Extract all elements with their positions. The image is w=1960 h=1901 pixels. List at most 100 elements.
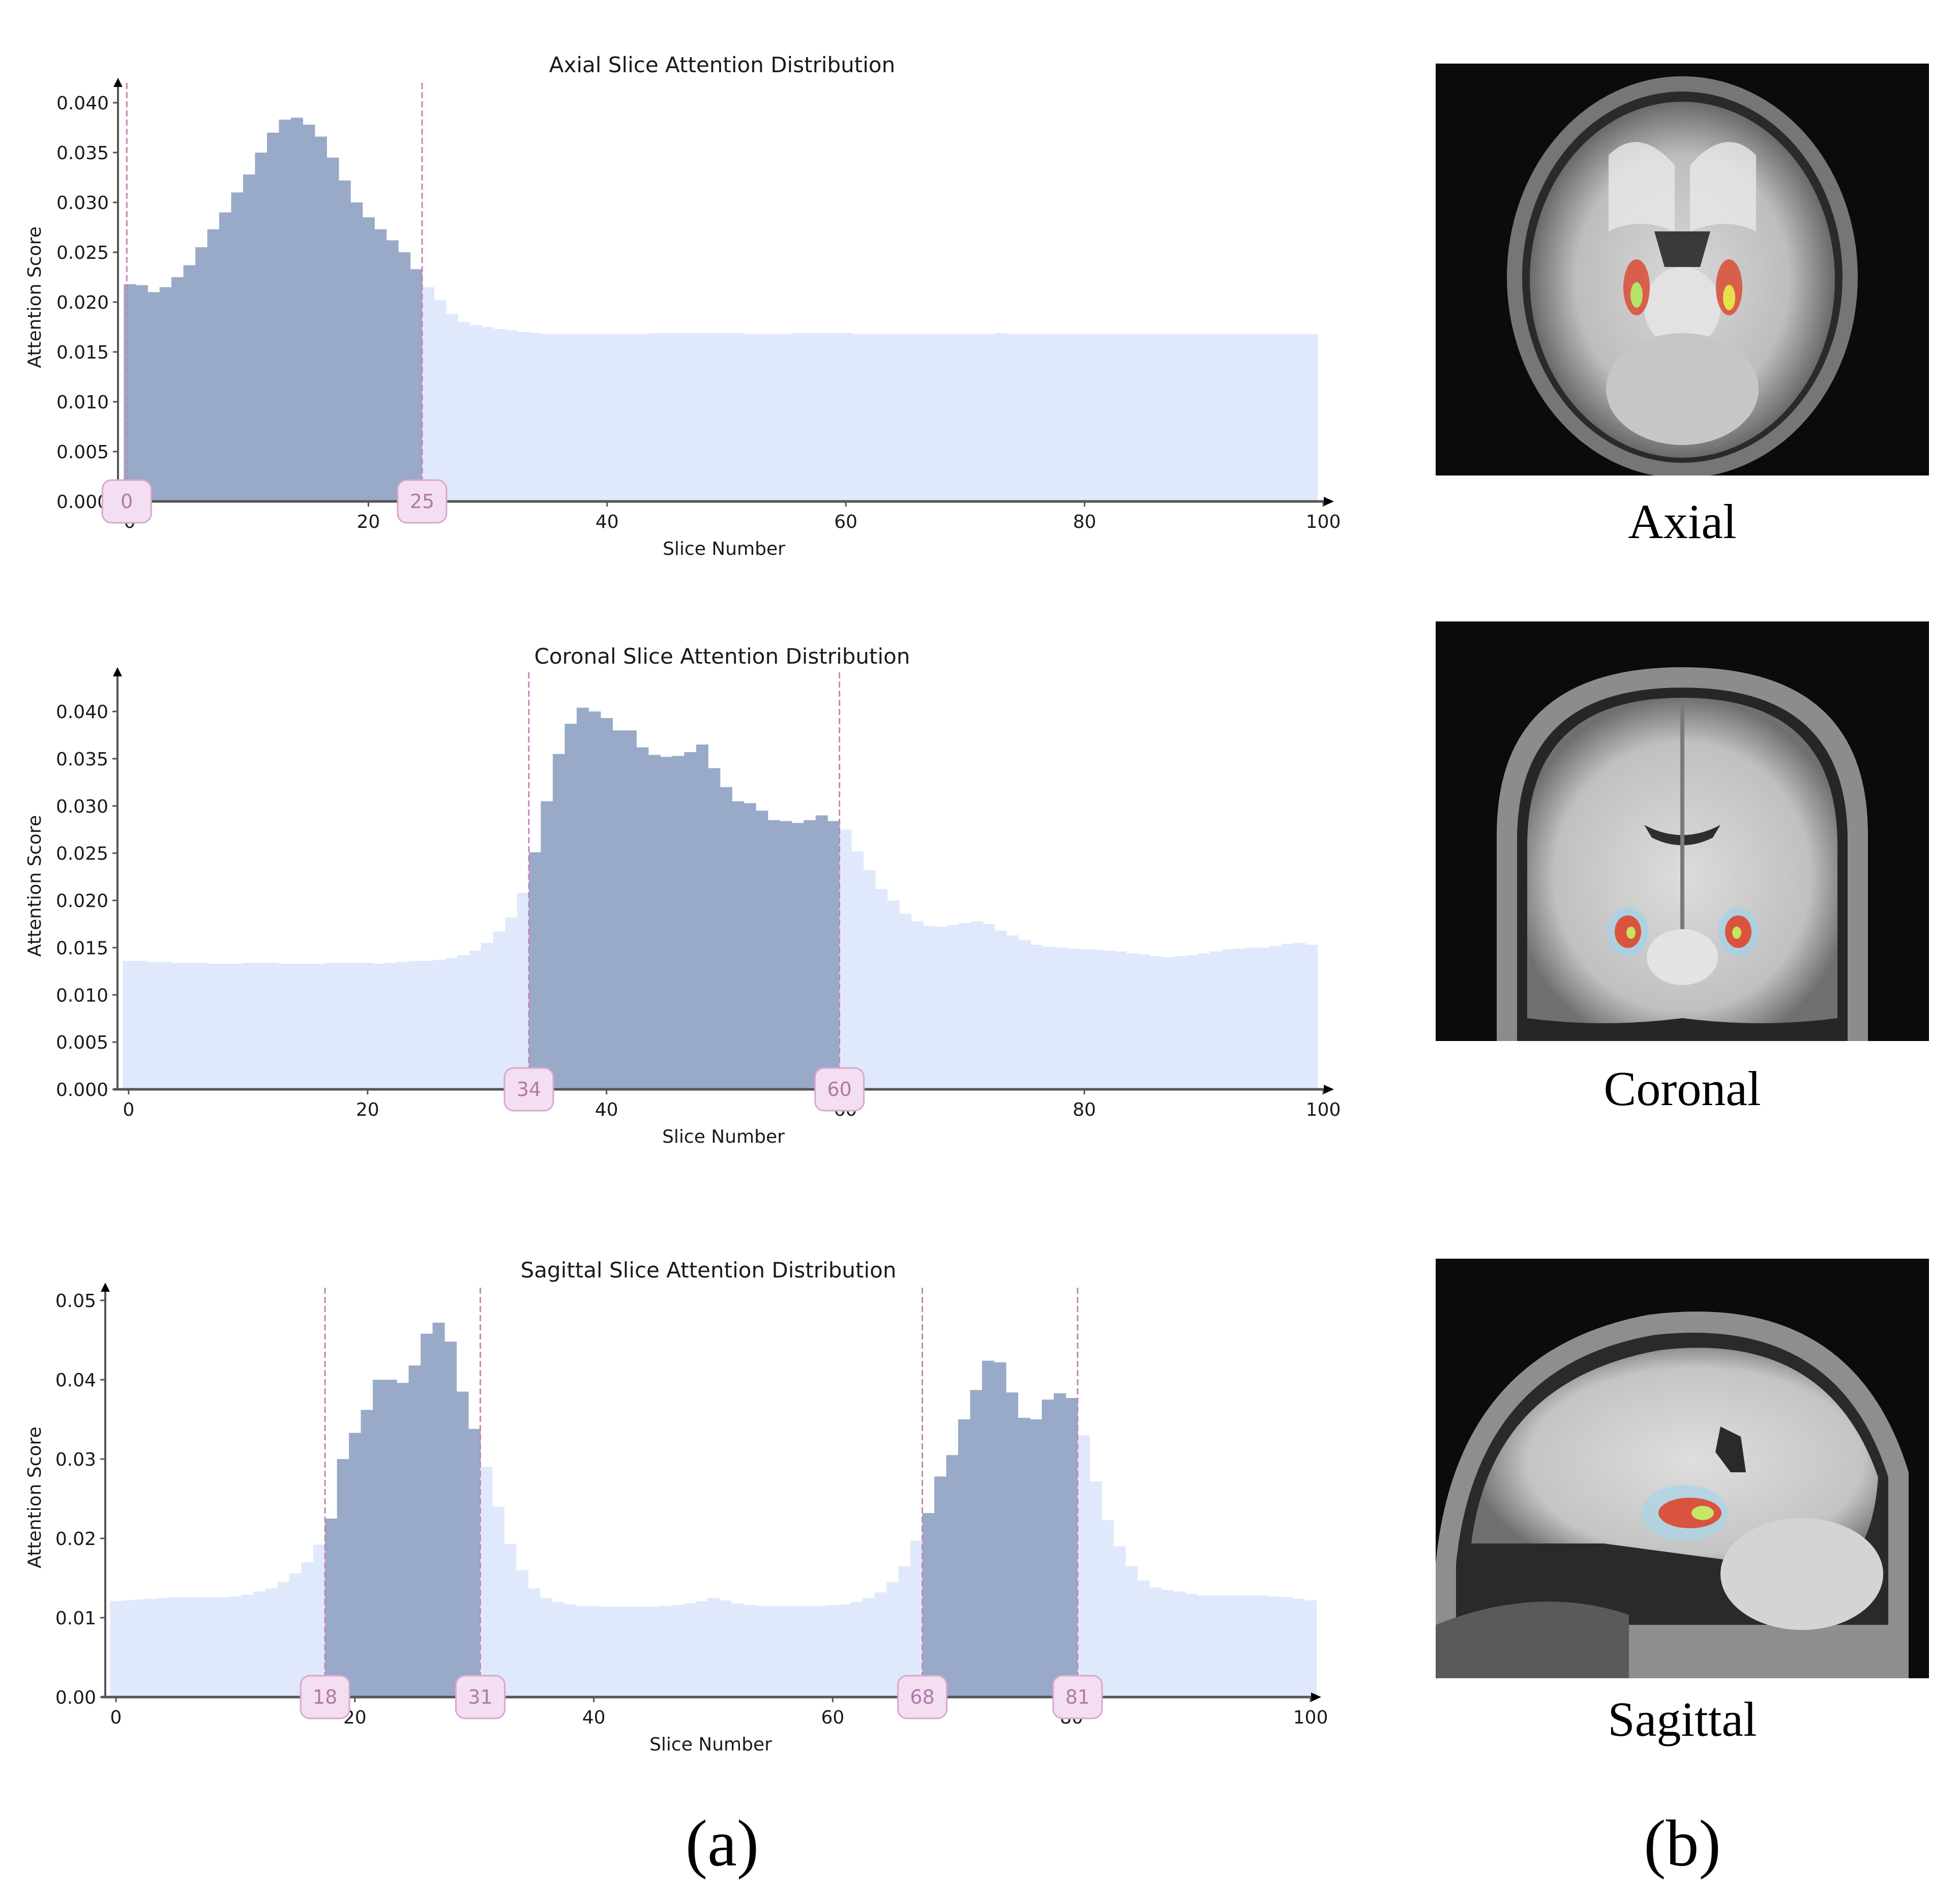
bars [123,707,1318,1089]
highlighted-bar [159,287,172,501]
bar [217,1597,230,1697]
y-tick-label: 0.025 [56,243,109,263]
highlighted-bar [827,821,840,1089]
highlighted-bar [815,815,828,1089]
bar [1222,949,1234,1089]
bar [863,1598,875,1697]
bar [659,1606,672,1697]
bar [362,963,374,1089]
highlighted-bar [255,153,268,501]
highlighted-bar [171,277,184,501]
bar [277,1582,290,1697]
highlighted-bar [350,202,363,501]
bar [492,1506,504,1697]
bar [278,964,290,1089]
bar [134,961,147,1089]
x-axis-label: Slice Number [649,1734,772,1755]
x-tick-label: 60 [834,512,857,532]
bar [910,1540,923,1697]
highlighted-bar [183,265,196,501]
x-tick-label: 100 [1293,1707,1328,1728]
bar [850,1601,863,1697]
y-tick-label: 0.030 [56,796,108,817]
bar [875,889,888,1089]
bar [935,334,948,501]
bars [124,117,1318,502]
bar [146,962,159,1089]
bar [899,334,912,501]
highlighted-bar [660,757,673,1089]
bar [648,333,661,501]
y-tick-label: 0.015 [56,342,109,363]
bar [911,334,924,501]
highlighted-bar [349,1433,362,1697]
bar [731,1603,744,1697]
bar [779,1606,791,1697]
svg-text:81: 81 [1065,1686,1090,1708]
bar [1281,943,1294,1089]
bar [983,924,995,1089]
bar [1125,1566,1138,1697]
highlighted-bar [696,745,708,1089]
highlighted-bar [648,755,661,1089]
bar [1198,334,1210,501]
bar [469,950,482,1089]
bar [110,1601,123,1697]
sagittal-brain-graphic [1436,1311,1909,1678]
highlighted-bar [444,1342,457,1697]
bar [1066,334,1079,501]
bar [1019,334,1031,501]
bar [266,963,279,1089]
x-tick-label: 40 [582,1707,606,1728]
y-tick-label: 0.020 [56,891,108,912]
bar [587,1606,600,1697]
bar [1006,935,1019,1089]
bar [791,1606,804,1697]
bar [1043,334,1055,501]
bar [1162,334,1175,501]
bar [671,1605,684,1697]
bar [1161,1590,1174,1697]
highlighted-bar [397,1383,409,1697]
bar [230,964,243,1089]
highlighted-bar [552,754,565,1089]
bar [887,334,900,501]
highlighted-bar [600,718,613,1089]
bar [839,1604,851,1697]
bar [301,1562,314,1697]
highlighted-bar [361,1410,373,1697]
y-axis-arrow-icon [113,667,122,676]
highlighted-bar [266,132,279,501]
bar [1114,334,1127,501]
highlighted-bar [279,120,291,502]
bar [1030,944,1043,1089]
bar [1090,334,1103,501]
x-tick-label: 20 [357,512,380,532]
y-tick-label: 0.010 [56,392,109,413]
bar [635,1607,648,1697]
bar [158,1598,170,1697]
bar [1293,334,1306,501]
slice-marker-badge: 18 [300,1675,350,1719]
bar [959,923,971,1089]
bar [623,1607,636,1697]
bar [708,333,721,501]
svg-text:31: 31 [468,1686,492,1708]
bar [1173,1591,1185,1697]
highlighted-bar [231,192,244,501]
highlighted-bar [1030,1419,1043,1697]
svg-text:18: 18 [313,1686,337,1708]
bar [1150,334,1163,501]
bar [1126,953,1139,1089]
bar [1305,334,1318,501]
bar [851,334,864,501]
bar [206,964,219,1089]
bar [563,1604,576,1697]
bar [289,1573,302,1697]
bar [1244,1595,1257,1697]
bar [552,1601,565,1697]
bar [481,943,494,1089]
bar [493,329,506,501]
bar [767,1606,780,1697]
y-tick-label: 0.035 [56,749,108,770]
